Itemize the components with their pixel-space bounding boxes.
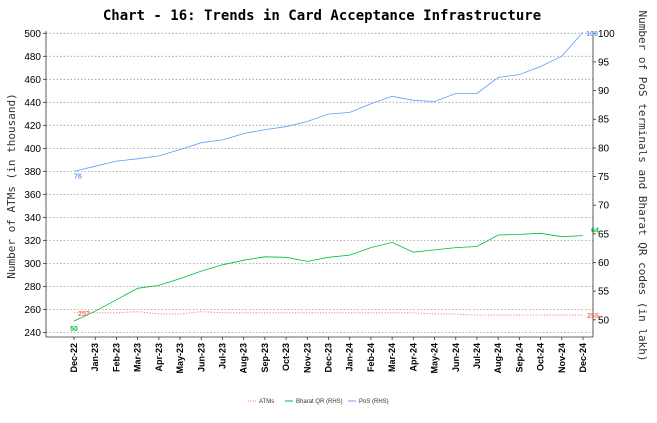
x-tick-label: Oct-24: [536, 343, 546, 371]
y-tick-label-right: 50: [598, 315, 610, 326]
series-line-2: [73, 31, 584, 172]
x-tick-label: Mar-23: [133, 343, 143, 372]
y-axis-right-title: Number of PoS terminals and Bharat QR co…: [636, 11, 649, 362]
x-tick-label: Dec-23: [324, 343, 334, 373]
x-tick-label: Apr-23: [154, 343, 164, 372]
y-tick-label-left: 320: [24, 236, 41, 247]
y-tick-label-right: 65: [598, 229, 610, 240]
series-group: [73, 31, 584, 322]
y-tick-label-left: 480: [24, 52, 41, 63]
y-tick-label-right: 90: [598, 86, 610, 97]
data-label-last: 64: [591, 228, 599, 235]
y-axis-left-title: Number of ATMs (in thousand): [5, 93, 18, 278]
x-tick-label: May-24: [430, 343, 440, 374]
y-tick-label-left: 340: [24, 213, 41, 224]
y-tick-label-left: 380: [24, 167, 41, 178]
x-tick-label: Jan-23: [90, 343, 100, 372]
data-label-first: 50: [70, 326, 78, 333]
y-tick-label-right: 75: [598, 172, 610, 183]
x-tick-label: Sep-23: [260, 343, 270, 373]
series-line-0: [74, 311, 583, 316]
x-tick-label: May-23: [175, 343, 185, 374]
y-tick-label-left: 300: [24, 259, 41, 270]
y-axis-left-ticks: 240 260 280 300 320 340 360 380 400 420 440 460 480 5…: [24, 29, 46, 339]
y-tick-label-left: 280: [24, 282, 41, 293]
y-tick-label-right: 85: [598, 115, 610, 126]
data-label-first: 76: [74, 173, 82, 180]
x-tick-label: Feb-23: [111, 343, 121, 372]
x-tick-label: Aug-24: [493, 343, 503, 374]
legend-label-2: PoS (RHS): [359, 399, 389, 405]
data-label-last: 100: [586, 31, 598, 38]
y-tick-label-right: 60: [598, 258, 610, 269]
data-label-last: 255: [587, 313, 599, 320]
y-tick-label-left: 460: [24, 75, 41, 86]
x-tick-label: Mar-24: [387, 343, 397, 372]
legend-label-0: ATMs: [259, 399, 274, 405]
series-line-1: [73, 232, 584, 322]
y-tick-label-right: 80: [598, 143, 610, 154]
y-tick-label-left: 420: [24, 121, 41, 132]
x-tick-label: Jan-24: [345, 343, 355, 372]
y-tick-label-left: 260: [24, 305, 41, 316]
data-labels: 257 255 50 64 76 100: [70, 31, 599, 333]
x-tick-label: Jun-23: [196, 343, 206, 372]
y-axis-right-ticks: 50 55 60 65 70 75 80 85 90 95 100: [593, 29, 615, 326]
x-tick-label: Aug-23: [239, 343, 249, 374]
x-tick-label: Dec-22: [69, 343, 79, 373]
gridlines: [46, 32, 593, 333]
x-axis-ticks: Dec-22 Jan-23 Feb-23 Mar-23 Apr-23 May-23 Jun-…: [69, 337, 588, 374]
x-tick-label: Nov-23: [302, 343, 312, 373]
y-tick-label-left: 360: [24, 190, 41, 201]
y-tick-label-right: 95: [598, 57, 610, 68]
y-tick-label-left: 400: [24, 144, 41, 155]
x-tick-label: Jul-23: [217, 343, 227, 369]
x-tick-label: Feb-24: [366, 343, 376, 372]
x-tick-label: Dec-24: [578, 343, 588, 373]
data-label-first: 257: [78, 311, 90, 318]
y-tick-label-right: 70: [598, 201, 610, 212]
y-tick-label-left: 240: [24, 328, 41, 339]
x-tick-label: Jun-24: [451, 343, 461, 372]
y-tick-label-left: 500: [24, 29, 41, 40]
x-tick-label: Jul-24: [472, 343, 482, 369]
y-tick-label-right: 100: [598, 29, 615, 40]
y-tick-label-right: 55: [598, 287, 610, 298]
x-tick-label: Nov-24: [557, 343, 567, 373]
x-tick-label: Sep-24: [514, 343, 524, 373]
x-tick-label: Oct-23: [281, 343, 291, 371]
chart-title: Chart - 16: Trends in Card Acceptance In…: [103, 8, 541, 24]
axes: [45, 31, 594, 338]
legend-label-1: Bharat QR (RHS): [296, 399, 343, 405]
y-tick-label-left: 440: [24, 98, 41, 109]
legend: ATMs Bharat QR (RHS) PoS (RHS): [248, 399, 389, 405]
x-tick-label: Apr-24: [408, 343, 418, 372]
